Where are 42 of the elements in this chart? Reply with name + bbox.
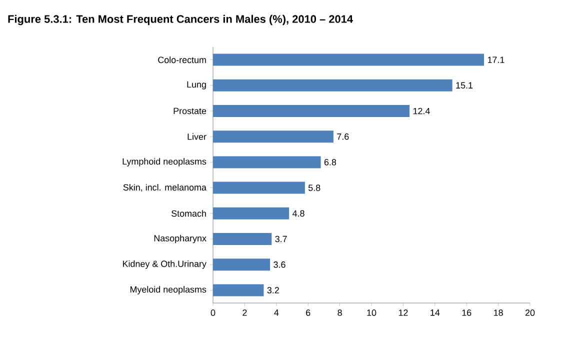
bar (213, 105, 410, 117)
bar (213, 207, 290, 220)
y-tick-label: Prostate (174, 108, 206, 114)
bar (213, 54, 484, 66)
x-tick-label: 4 (274, 310, 279, 316)
x-tick-label: 14 (430, 310, 440, 316)
data-label: 3.7 (275, 236, 287, 242)
bar (213, 156, 321, 168)
x-tick-label: 2 (242, 310, 247, 316)
data-label: 3.2 (267, 287, 279, 294)
y-tick-label: Lung (187, 81, 206, 90)
y-tick-label: Colo-rectum (158, 56, 206, 64)
x-tick-label: 10 (367, 310, 376, 316)
data-label: 6.8 (324, 159, 336, 166)
x-tick-label: 16 (462, 310, 472, 316)
data-label: 15.1 (456, 82, 473, 89)
bar (213, 79, 452, 92)
y-tick-label: Skin, incl. melanoma (123, 184, 206, 192)
bar (213, 182, 305, 194)
y-tick-label: Kidney & Oth.Urinary (123, 260, 206, 269)
y-tick-label: Stomach (172, 210, 206, 217)
x-tick-label: 6 (306, 310, 310, 316)
data-label: 3.6 (274, 261, 286, 268)
bar (213, 233, 272, 246)
x-tick-label: 8 (338, 310, 342, 316)
data-label: 17.1 (488, 56, 504, 63)
bar (213, 130, 334, 143)
data-label: 7.6 (337, 133, 349, 140)
x-tick-label: 20 (525, 310, 535, 316)
chart-title: Figure 5.3.1: Ten Most Frequent Cancers in Males (%), 2010 – 2014 (8, 14, 353, 26)
data-label: 5.8 (308, 184, 320, 191)
data-label: 4.8 (292, 210, 304, 217)
data-label: 12.4 (413, 108, 430, 114)
y-tick-label: Liver (188, 133, 206, 140)
x-tick-label: 0 (210, 310, 216, 316)
y-tick-label: Lymphoid neoplasms (122, 158, 206, 166)
y-tick-label: Myeloid neoplasms (130, 286, 206, 294)
x-tick-label: 12 (398, 310, 408, 316)
bar (213, 258, 270, 271)
y-tick-label: Nasopharynx (154, 234, 206, 244)
bar (213, 284, 264, 296)
x-tick-label: 18 (494, 310, 503, 316)
